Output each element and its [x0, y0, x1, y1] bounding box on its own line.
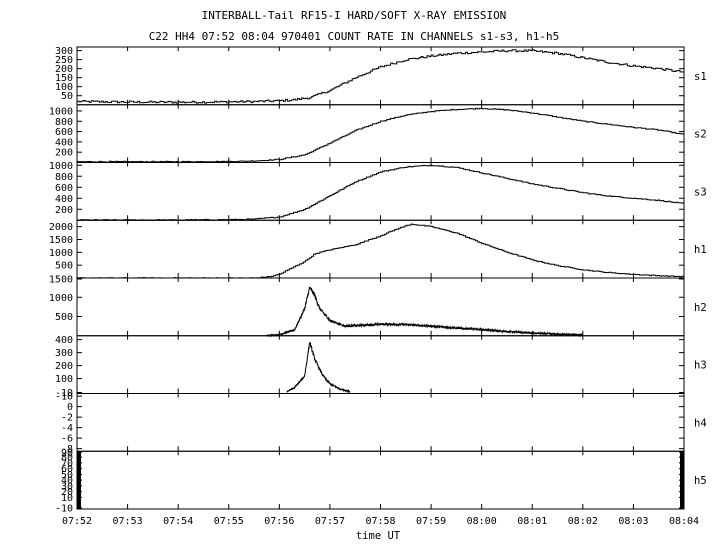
series-line-s2: [77, 107, 685, 163]
x-tick-label: 08:00: [467, 516, 497, 527]
y-tick-label: 200: [55, 205, 73, 216]
channel-label-h5: h5: [694, 475, 707, 487]
y-tick-label: 800: [55, 172, 73, 183]
y-tick-label: 0: [67, 402, 73, 413]
panel-frame: [76, 335, 685, 394]
y-tick-label: 400: [55, 194, 73, 205]
x-tick-label: 08:04: [669, 516, 699, 527]
y-tick-label: 600: [55, 183, 73, 194]
panel-frame: [76, 219, 685, 279]
y-tick-label: 80: [61, 453, 73, 464]
series-line-h3: [286, 342, 351, 394]
y-tick-label: 70: [61, 458, 73, 469]
y-tick-label: 1000: [49, 106, 73, 117]
y-tick-label: 2000: [49, 222, 73, 233]
x-tick-label: 07:55: [214, 516, 244, 527]
y-tick-label: -6: [61, 434, 73, 445]
x-tick-label: 08:03: [618, 516, 648, 527]
y-tick-label: 50: [61, 470, 73, 481]
y-tick-label: 200: [55, 361, 73, 372]
y-tick-label: 30: [61, 481, 73, 492]
edge-bar-right: [680, 451, 684, 509]
y-tick-label: 100: [55, 374, 73, 385]
y-tick-label: 1500: [49, 275, 73, 286]
y-tick-label: 800: [55, 117, 73, 128]
panel-h4: h4 -100-2-4-6-8: [55, 392, 707, 456]
y-tick-label: 200: [55, 148, 73, 159]
y-tick-label: 400: [55, 335, 73, 346]
y-tick-label: -10: [55, 504, 73, 515]
channel-label-h2: h2: [694, 302, 707, 314]
y-tick-label: 40: [61, 476, 73, 487]
y-tick-label: 600: [55, 127, 73, 138]
channel-label-h1: h1: [694, 244, 707, 256]
y-tick-label: 50: [61, 91, 73, 102]
y-tick-label: 10: [61, 493, 73, 504]
y-tick-label: -2: [61, 413, 73, 424]
y-tick-label: 250: [55, 55, 73, 66]
x-tick-label: 08:02: [568, 516, 598, 527]
y-tick-label: 60: [61, 464, 73, 475]
panel-frame: [76, 393, 685, 452]
panel-h2: h2 1500 1000 500: [49, 275, 707, 338]
y-tick-label: 300: [55, 46, 73, 57]
x-tick-label: 07:52: [62, 516, 92, 527]
y-tick-label: 1500: [49, 235, 73, 246]
y-tick-label: 100: [55, 82, 73, 93]
series-line-h1: [77, 223, 685, 279]
x-tick-label: 07:57: [315, 516, 345, 527]
x-tick-label: 08:01: [517, 516, 547, 527]
panel-frame: [76, 277, 685, 337]
panel-frame: [76, 104, 685, 163]
panel-h3: h3 400 300 200 100 -10: [55, 335, 707, 399]
y-tick-label: 500: [55, 261, 73, 272]
y-tick-label: 1000: [49, 161, 73, 172]
x-tick-label: 07:58: [365, 516, 395, 527]
y-tick-label: 20: [61, 487, 73, 498]
panel-h1: h1 2000 1500 1000 500: [49, 219, 707, 279]
channel-label-s3: s3: [694, 186, 707, 198]
y-tick-label: 150: [55, 73, 73, 84]
x-axis-label: time UT: [356, 530, 401, 542]
chart-title: INTERBALL-Tail RF15-I HARD/SOFT X-RAY EM…: [202, 9, 507, 22]
channel-label-h3: h3: [694, 360, 707, 372]
channel-label-s1: s1: [694, 71, 707, 83]
panel-frame: [76, 46, 685, 106]
y-tick-label: 90: [61, 448, 73, 459]
edge-bar-left: [77, 451, 81, 509]
y-tick-label: 1000: [49, 293, 73, 304]
x-tick-label: 07:56: [264, 516, 294, 527]
panel-frame: [76, 162, 685, 221]
x-axis: 07:52 07:53 07:54 07:55 07:56 07:57 07:58 07:59…: [62, 516, 699, 527]
y-tick-label: -10: [55, 392, 73, 403]
x-tick-label: 07:59: [416, 516, 446, 527]
y-tick-label: 400: [55, 137, 73, 148]
x-tick-label: 07:53: [113, 516, 143, 527]
y-tick-label: -8: [61, 444, 73, 455]
y-tick-label: 1000: [49, 248, 73, 259]
series-line-s3: [77, 164, 685, 221]
y-tick-label: 200: [55, 64, 73, 75]
panel-frame: [76, 450, 685, 510]
panels-group: s130025020015010050s21000800600400200s31…: [49, 46, 707, 514]
channel-label-s2: s2: [694, 129, 707, 141]
series-line-s1: [77, 49, 685, 104]
chart-subtitle: C22 HH4 07:52 08:04 970401 COUNT RATE IN…: [149, 30, 560, 43]
y-tick-label: 300: [55, 348, 73, 359]
x-tick-label: 07:54: [163, 516, 193, 527]
y-tick-label: 500: [55, 312, 73, 323]
channel-label-h4: h4: [694, 417, 707, 429]
y-tick-label: -10: [55, 388, 73, 399]
series-line-h2: [266, 286, 584, 338]
y-tick-label: -4: [61, 423, 73, 434]
